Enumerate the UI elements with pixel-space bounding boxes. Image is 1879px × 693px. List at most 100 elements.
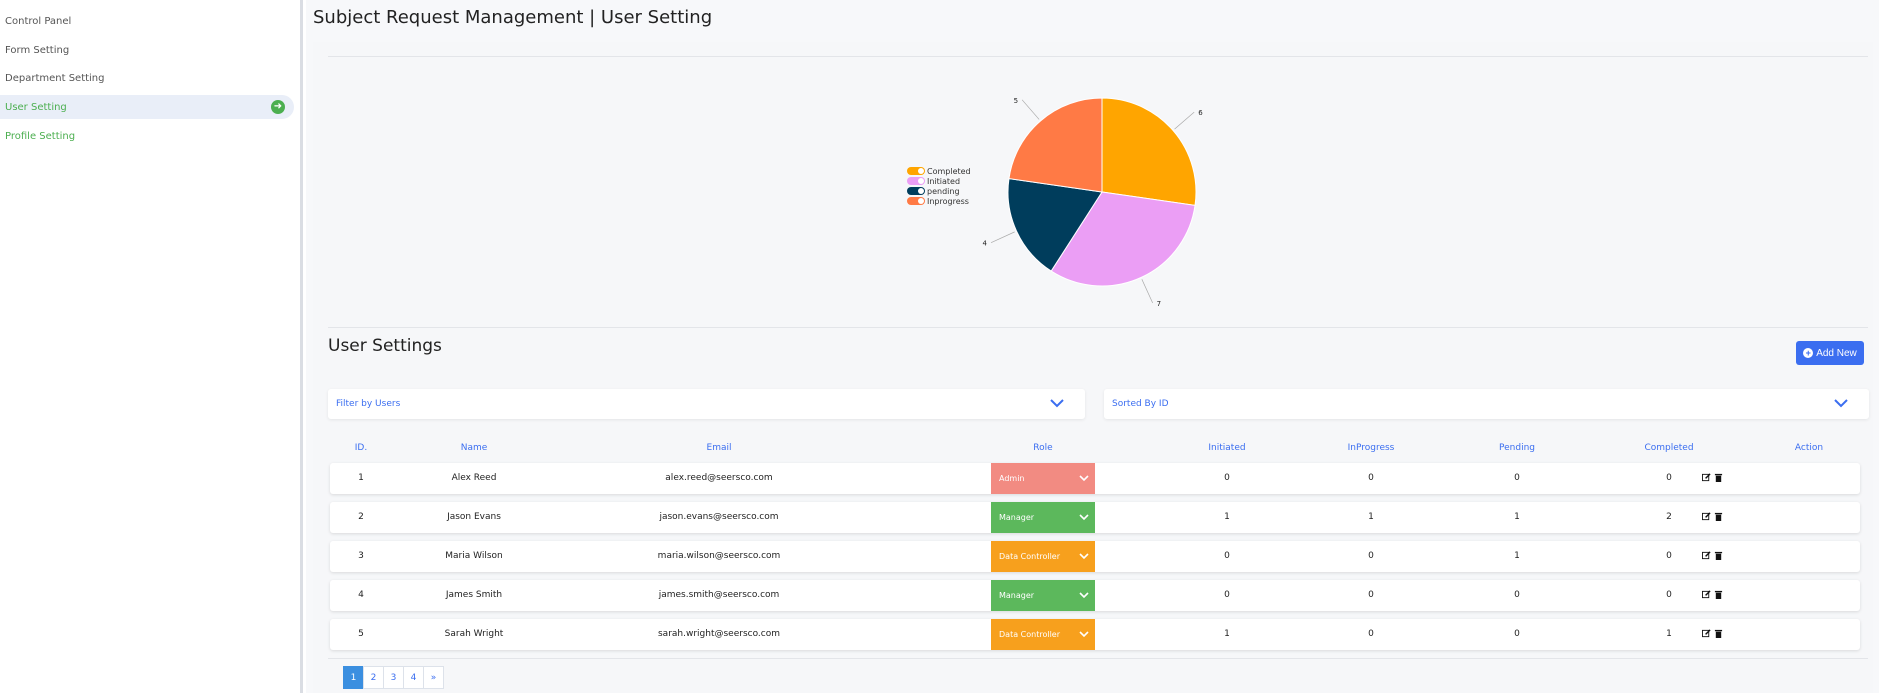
page-button[interactable]: 2 [363,666,384,689]
row-actions [1702,512,1723,521]
cell-email: sarah.wright@seersco.com [657,629,781,639]
legend-item[interactable]: Inprogress [907,196,971,206]
pie-value-label: 4 [983,240,988,248]
column-header[interactable]: ID. [354,443,368,453]
role-select[interactable]: Manager [991,502,1095,533]
sidebar-item-label: Control Panel [5,15,72,27]
table-row: 4 James Smith james.smith@seersco.com 0 0 0 0 M… [330,580,1860,611]
next-page-button[interactable]: » [423,666,444,689]
cell-inprogress: 0 [1368,551,1374,561]
cell-initiated: 0 [1224,590,1230,600]
edit-icon[interactable] [1702,473,1711,482]
pie-label-line [1021,99,1040,120]
page-button[interactable]: 3 [383,666,404,689]
cell-completed: 1 [1666,629,1672,639]
column-header[interactable]: Action [1794,443,1824,453]
add-new-label: Add New [1816,347,1857,359]
edit-icon[interactable] [1702,512,1711,521]
add-new-button[interactable]: + Add New [1796,341,1864,365]
cell-pending: 1 [1514,512,1520,522]
role-label: Manager [999,591,1035,600]
legend-label: pending [927,186,960,196]
cell-name: Maria Wilson [445,551,503,561]
column-header[interactable]: Email [706,443,732,453]
trash-icon[interactable] [1714,551,1723,560]
sidebar-item-control-panel[interactable]: Control Panel [0,9,294,33]
trash-icon[interactable] [1714,512,1723,521]
cell-inprogress: 0 [1368,473,1374,483]
legend-label: Inprogress [927,196,969,206]
column-header[interactable]: Name [460,443,488,453]
cell-email: jason.evans@seersco.com [659,512,779,522]
trash-icon[interactable] [1714,473,1723,482]
page-button[interactable]: 1 [343,666,364,689]
column-header[interactable]: InProgress [1347,443,1395,453]
role-select[interactable]: Admin [991,463,1095,494]
legend-label: Initiated [927,176,961,186]
divider [328,56,1868,57]
cell-email: james.smith@seersco.com [658,590,780,600]
chevron-down-icon [1050,399,1064,408]
role-select[interactable]: Data Controller [991,619,1095,650]
sort-label: Sorted By ID [1112,399,1169,409]
chevron-down-icon [1079,514,1089,521]
pie-slice-pending[interactable] [1007,178,1103,272]
sidebar-item-form-setting[interactable]: Form Setting [0,38,294,62]
filter-by-users-dropdown[interactable]: Filter by Users [328,389,1085,419]
pie-slice-inprogress[interactable] [1008,97,1103,193]
sidebar-item-user-setting[interactable]: User Setting ➜ [0,95,294,119]
cell-id: 3 [358,551,364,561]
edit-icon[interactable] [1702,551,1711,560]
cell-pending: 1 [1514,551,1520,561]
cell-id: 1 [358,473,364,483]
legend-item[interactable]: Initiated [907,176,971,186]
pie-value-label: 7 [1157,300,1161,308]
row-actions [1702,590,1723,599]
cell-pending: 0 [1514,590,1520,600]
cell-completed: 0 [1666,551,1672,561]
table-row: 1 Alex Reed alex.reed@seersco.com 0 0 0 0 Admin [330,463,1860,494]
cell-completed: 2 [1666,512,1672,522]
row-actions [1702,629,1723,638]
cell-initiated: 1 [1224,629,1230,639]
legend-item[interactable]: pending [907,186,971,196]
sort-by-dropdown[interactable]: Sorted By ID [1104,389,1869,419]
chevron-down-icon [1079,475,1089,482]
edit-icon[interactable] [1702,629,1711,638]
cell-id: 4 [358,590,364,600]
column-header[interactable]: Initiated [1208,443,1246,453]
divider [328,658,1868,659]
pie-slice-completed[interactable] [1101,97,1197,206]
cell-initiated: 0 [1224,473,1230,483]
trash-icon[interactable] [1714,590,1723,599]
chevron-down-icon [1079,553,1089,560]
cell-id: 5 [358,629,364,639]
cell-id: 2 [358,512,364,522]
cell-pending: 0 [1514,473,1520,483]
role-select[interactable]: Data Controller [991,541,1095,572]
role-label: Admin [999,474,1025,483]
pagination: 1 2 3 4 » [343,666,444,689]
sidebar-item-profile-setting[interactable]: Profile Setting [0,124,294,148]
row-actions [1702,551,1723,560]
cell-inprogress: 1 [1368,512,1374,522]
role-label: Manager [999,513,1035,522]
legend-swatch [907,167,925,175]
trash-icon[interactable] [1714,629,1723,638]
column-header[interactable]: Role [1033,443,1053,453]
role-label: Data Controller [999,552,1060,561]
legend-item[interactable]: Completed [907,166,971,176]
page-button[interactable]: 4 [403,666,424,689]
cell-email: maria.wilson@seersco.com [657,551,781,561]
arrow-right-icon: ➜ [271,100,285,114]
column-header[interactable]: Completed [1644,443,1694,453]
pie-label-line [1174,111,1195,130]
sidebar-item-department-setting[interactable]: Department Setting [0,66,294,90]
main-content: Subject Request Management | User Settin… [306,0,1879,693]
column-header[interactable]: Pending [1499,443,1535,453]
cell-completed: 0 [1666,473,1672,483]
section-title: User Settings [328,336,442,356]
role-select[interactable]: Manager [991,580,1095,611]
edit-icon[interactable] [1702,590,1711,599]
legend-swatch [907,187,925,195]
